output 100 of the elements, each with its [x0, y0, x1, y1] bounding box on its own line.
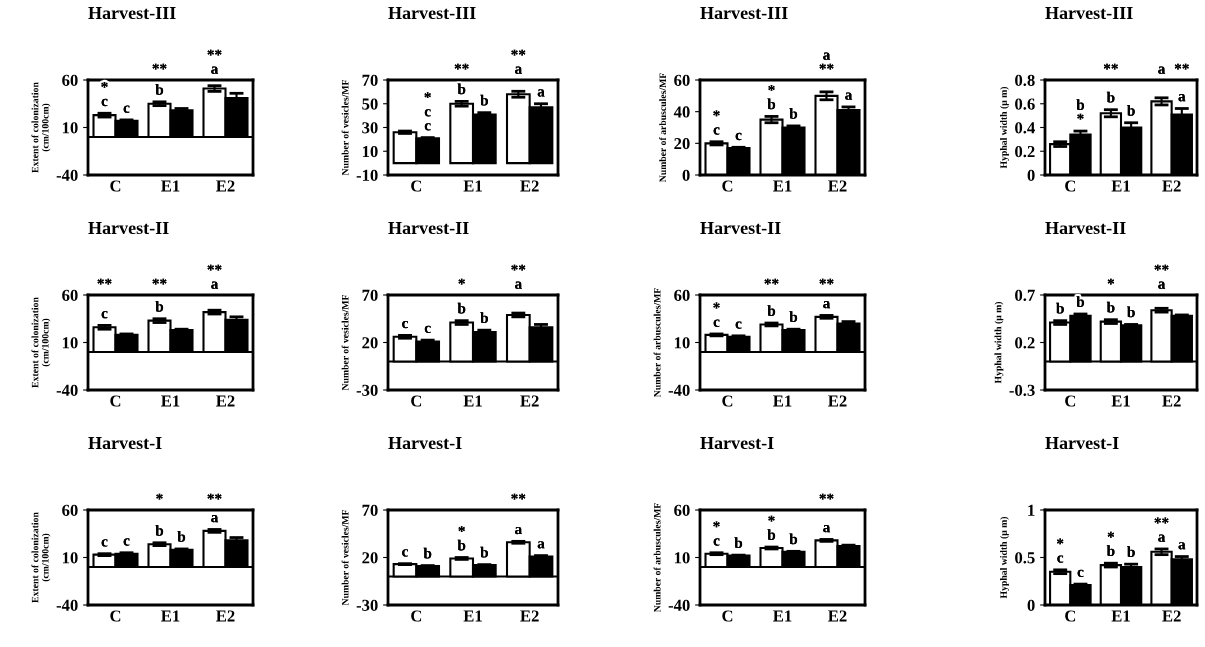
x-tick-label: E2	[520, 610, 539, 622]
y-tick-label: -40	[56, 599, 78, 611]
y-tick-label: 0.8	[1015, 74, 1035, 87]
annotation: *	[768, 515, 775, 522]
y-tick-label: -10	[356, 169, 378, 181]
annotation: *	[1057, 538, 1064, 545]
y-tick-label: 10	[62, 552, 78, 564]
chart-title: Harvest-II	[388, 222, 469, 235]
annotation: b	[1106, 91, 1115, 103]
y-tick-label: 10	[62, 122, 78, 134]
annotation: **	[97, 278, 112, 285]
annotation: c	[1077, 569, 1084, 577]
annotation: c	[735, 132, 742, 141]
x-tick-label: C	[1065, 395, 1076, 407]
y-tick-label: 60	[62, 504, 78, 516]
annotation: b	[177, 531, 186, 542]
x-tick-label: E2	[216, 610, 235, 622]
annotation: c	[424, 123, 431, 131]
annotation: *	[1077, 113, 1084, 120]
annotation: b	[1106, 545, 1115, 557]
annotation: **	[207, 49, 222, 56]
annotation: *	[101, 81, 108, 88]
y-axis-title: Number of arbuscules/MF	[659, 73, 667, 183]
x-tick-label: E1	[773, 395, 792, 407]
annotation: *	[713, 302, 720, 309]
annotation: b	[155, 83, 164, 95]
x-tick-label: E2	[520, 395, 539, 407]
annotation: **	[511, 493, 526, 500]
annotation: c	[402, 549, 409, 557]
y-tick-label: 60	[674, 504, 690, 516]
annotation: a	[823, 301, 831, 309]
annotation: b	[734, 537, 743, 549]
chart-title: Harvest-III	[700, 7, 788, 20]
x-tick-label: E1	[773, 610, 792, 622]
annotation: **	[511, 264, 526, 271]
y-tick-label: -40	[668, 599, 690, 611]
annotation: c	[735, 321, 742, 329]
annotation: c	[101, 539, 108, 547]
x-tick-label: E1	[463, 395, 482, 407]
y-tick-label: 60	[674, 74, 690, 86]
annotation: *	[424, 92, 431, 99]
chart-title: Harvest-II	[88, 222, 169, 235]
y-tick-label: 60	[674, 289, 690, 301]
annotation: **	[511, 49, 526, 56]
x-tick-label: E1	[1111, 395, 1130, 407]
y-tick-label: 0	[1027, 599, 1035, 611]
x-tick-label: C	[722, 610, 733, 622]
annotation: **	[1154, 264, 1169, 271]
annotation: *	[156, 493, 163, 500]
annotation: b	[1127, 306, 1135, 318]
annotation: c	[713, 538, 720, 546]
y-tick-label: 70	[362, 289, 378, 301]
y-axis-title: Hyphal width (μ m)	[1000, 86, 1009, 169]
y-tick-label: 30	[362, 122, 378, 134]
y-axis-title: Number of arbuscules/MF	[653, 288, 661, 398]
annotation: b	[789, 533, 798, 545]
annotation: b	[767, 98, 776, 110]
y-tick-label: 10	[362, 145, 378, 158]
annotation: *	[458, 278, 465, 285]
annotation: a	[823, 52, 831, 60]
annotation: b	[1127, 104, 1135, 116]
annotation: *	[768, 85, 775, 91]
annotation: b	[457, 539, 466, 551]
x-tick-label: E1	[463, 610, 482, 622]
annotation: a	[515, 66, 522, 74]
annotation: a	[515, 526, 522, 535]
y-tick-label: 10	[62, 337, 78, 349]
x-tick-label: C	[110, 610, 121, 622]
annotation: a	[211, 515, 219, 523]
y-tick-label: -30	[356, 384, 378, 396]
annotation: b	[155, 300, 164, 312]
x-tick-label: E2	[216, 180, 235, 192]
x-tick-label: C	[411, 395, 422, 407]
y-tick-label: 40	[673, 106, 690, 118]
chart-title: Harvest-I	[1045, 437, 1119, 450]
y-axis-title: Number of arbuscules/MF	[653, 503, 661, 613]
annotation: b	[789, 311, 798, 323]
annotation: b	[1076, 99, 1085, 110]
annotation: c	[101, 310, 108, 319]
y-tick-label: 20	[362, 337, 378, 349]
annotation: **	[152, 278, 167, 285]
y-tick-label: 0.2	[1015, 337, 1035, 349]
annotation: b	[457, 83, 466, 95]
annotation: a	[1158, 534, 1166, 542]
annotation: b	[457, 302, 466, 314]
annotation: **	[819, 63, 834, 70]
chart-title: Harvest-III	[1045, 7, 1133, 20]
x-tick-label: E1	[1111, 610, 1130, 622]
annotation: **	[207, 493, 222, 500]
annotation: b	[767, 529, 776, 540]
chart-title: Harvest-I	[388, 437, 462, 450]
y-axis-title: Extent of colonization (cm/100cm)	[31, 512, 51, 603]
annotation: c	[713, 319, 720, 327]
annotation: a	[1178, 94, 1186, 102]
chart-title: Harvest-III	[388, 7, 476, 20]
y-tick-label: 0.5	[1015, 552, 1035, 564]
x-tick-label: E1	[161, 610, 180, 622]
y-axis-title: Number of vesicles/MF	[341, 79, 349, 176]
y-tick-label: 10	[674, 337, 690, 349]
annotation: **	[819, 493, 834, 500]
